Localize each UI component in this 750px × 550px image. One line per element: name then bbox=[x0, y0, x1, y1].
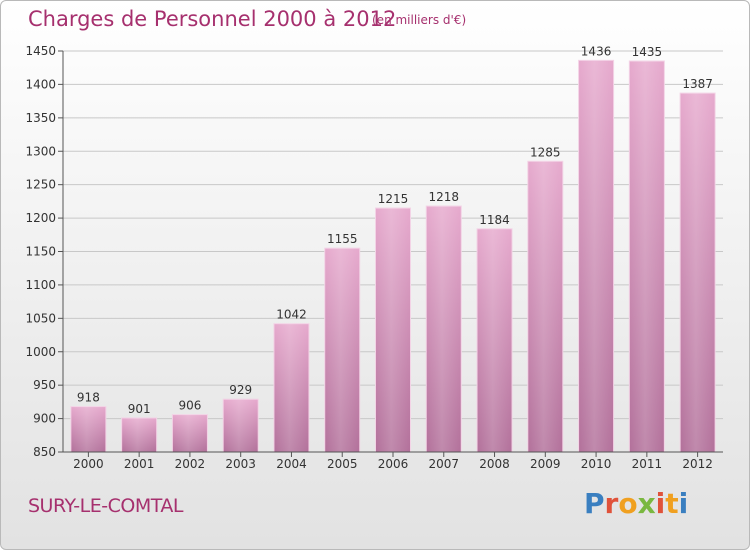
chart-unit: (en milliers d'€) bbox=[372, 13, 467, 27]
data-label: 901 bbox=[128, 402, 151, 416]
y-tick-label: 1350 bbox=[25, 111, 56, 125]
data-label: 1285 bbox=[530, 145, 561, 159]
data-label: 1155 bbox=[327, 232, 358, 246]
data-label: 1218 bbox=[428, 190, 459, 204]
data-label: 1184 bbox=[479, 213, 510, 227]
data-label: 1215 bbox=[378, 192, 409, 206]
data-label: 906 bbox=[178, 399, 201, 413]
bar-highlight bbox=[527, 161, 563, 452]
x-tick-label: 2001 bbox=[124, 457, 155, 471]
x-tick-label: 2008 bbox=[479, 457, 510, 471]
x-tick-label: 2007 bbox=[428, 457, 459, 471]
x-tick-label: 2010 bbox=[581, 457, 612, 471]
data-label: 929 bbox=[229, 383, 252, 397]
bar-highlight bbox=[477, 228, 513, 452]
x-tick-label: 2009 bbox=[530, 457, 561, 471]
y-tick-label: 1200 bbox=[25, 211, 56, 225]
y-tick-label: 1000 bbox=[25, 345, 56, 359]
data-label: 1435 bbox=[632, 45, 663, 59]
y-tick-label: 1300 bbox=[25, 144, 56, 158]
proxiti-logo: Proxiti bbox=[584, 487, 689, 520]
y-tick-label: 1250 bbox=[25, 178, 56, 192]
bar-highlight bbox=[680, 93, 716, 452]
y-tick-label: 850 bbox=[33, 445, 56, 459]
data-label: 1042 bbox=[276, 308, 307, 322]
bar-highlight bbox=[578, 60, 614, 453]
bar-highlight bbox=[172, 414, 208, 452]
x-tick-label: 2000 bbox=[73, 457, 104, 471]
y-tick-label: 900 bbox=[33, 412, 56, 426]
y-tick-label: 950 bbox=[33, 378, 56, 392]
x-tick-label: 2006 bbox=[378, 457, 409, 471]
y-tick-label: 1450 bbox=[25, 44, 56, 58]
x-tick-label: 2012 bbox=[682, 457, 713, 471]
x-tick-label: 2004 bbox=[276, 457, 307, 471]
chart-title: Charges de Personnel 2000 à 2012 bbox=[28, 7, 397, 31]
bar-highlight bbox=[426, 206, 462, 452]
x-tick-label: 2011 bbox=[632, 457, 663, 471]
y-tick-label: 1100 bbox=[25, 278, 56, 292]
commune-name: SURY-LE-COMTAL bbox=[28, 495, 183, 517]
bar-highlight bbox=[223, 399, 259, 452]
data-label: 1436 bbox=[581, 44, 612, 58]
y-tick-label: 1150 bbox=[25, 245, 56, 259]
y-tick-label: 1050 bbox=[25, 311, 56, 325]
bar-highlight bbox=[629, 61, 665, 453]
bar-highlight bbox=[375, 208, 411, 452]
x-tick-label: 2002 bbox=[175, 457, 206, 471]
data-label: 1387 bbox=[682, 77, 713, 91]
x-tick-label: 2005 bbox=[327, 457, 358, 471]
bar-highlight bbox=[121, 417, 157, 452]
bar-highlight bbox=[324, 248, 360, 452]
x-tick-label: 2003 bbox=[225, 457, 256, 471]
bar-highlight bbox=[273, 323, 309, 452]
bar-highlight bbox=[70, 406, 106, 452]
y-tick-label: 1400 bbox=[25, 77, 56, 91]
data-label: 918 bbox=[77, 391, 100, 405]
